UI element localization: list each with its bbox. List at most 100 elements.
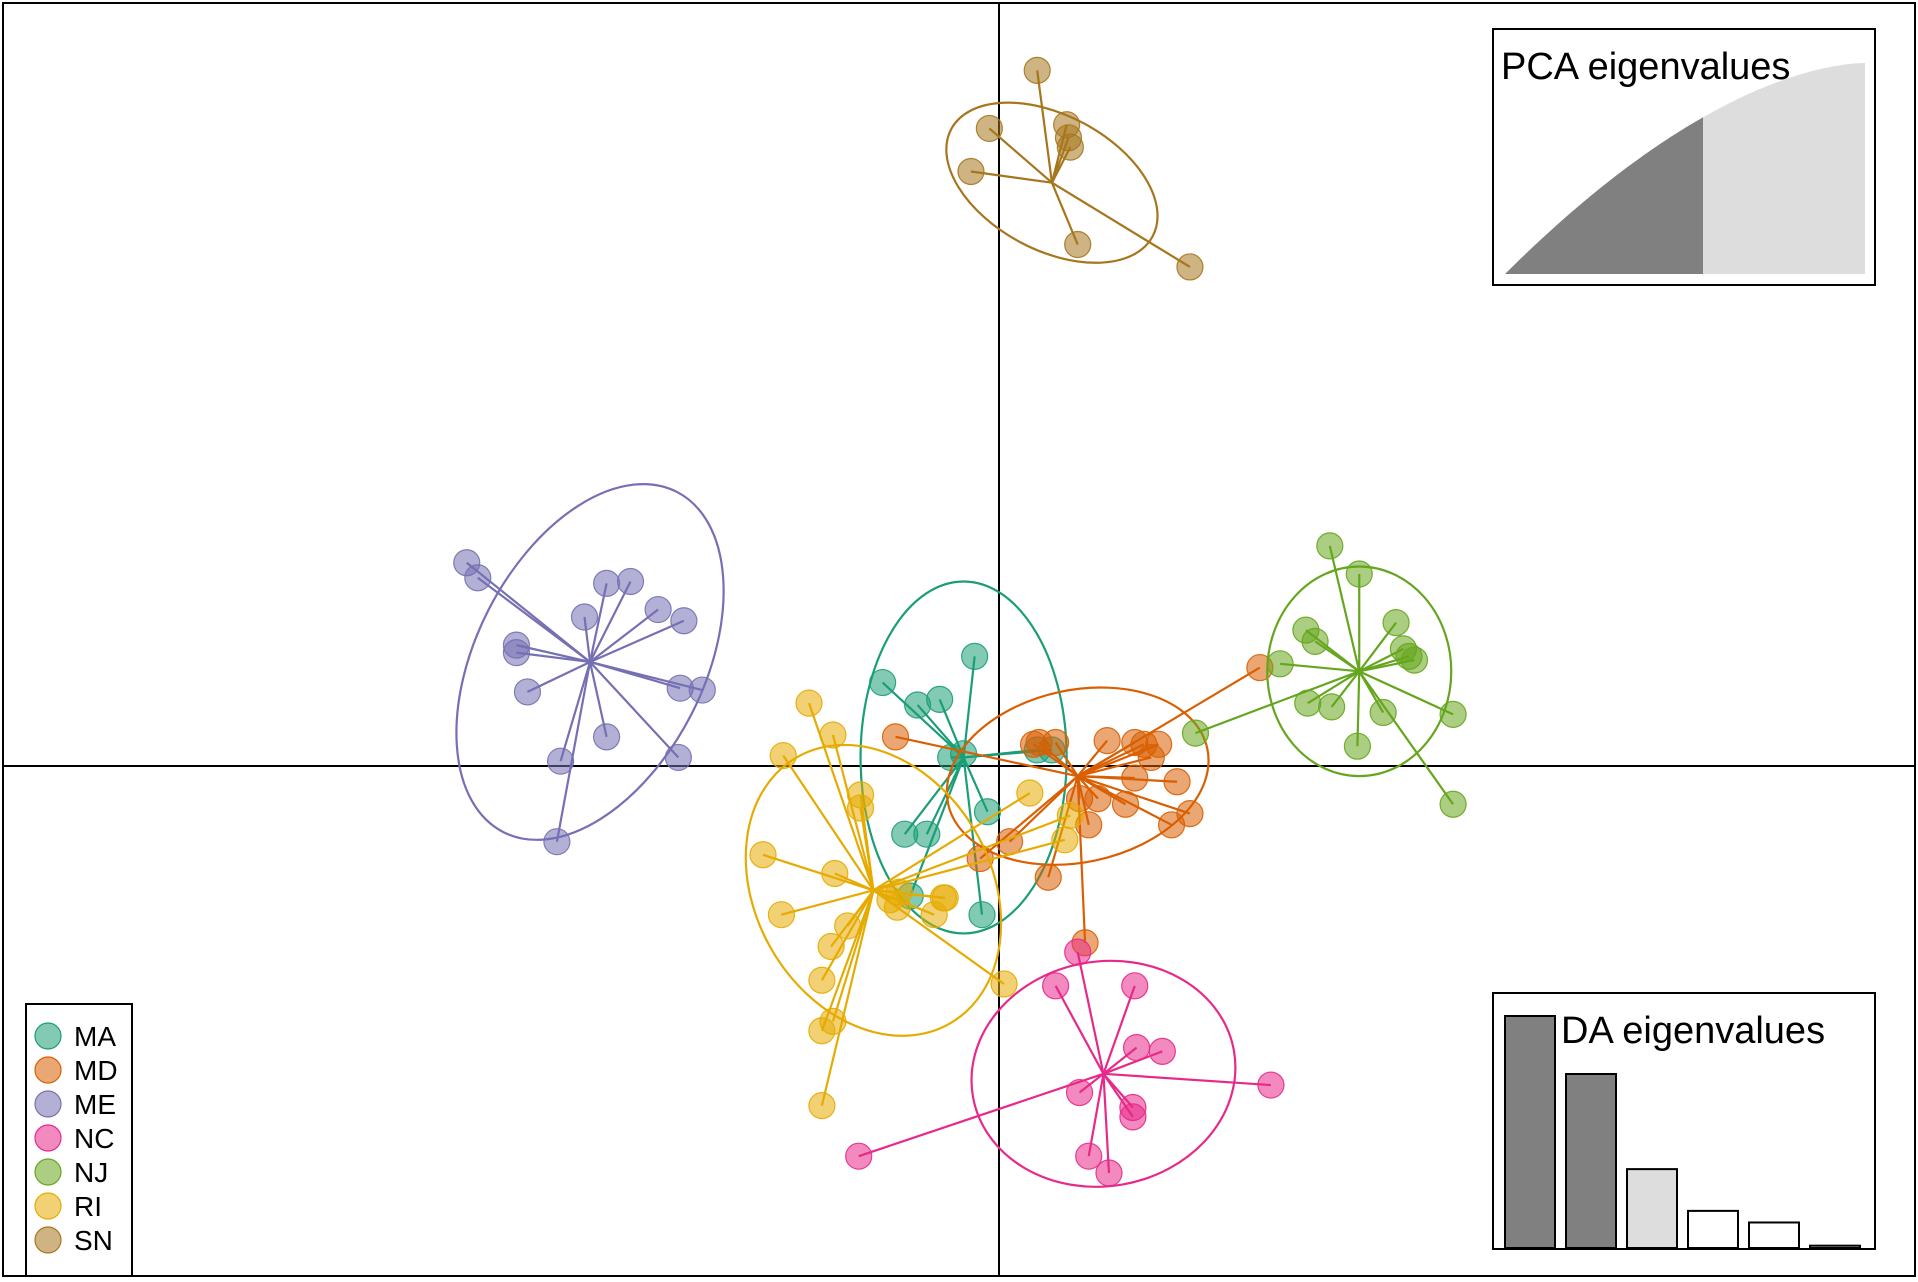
data-point: [846, 794, 875, 822]
data-point: [1345, 560, 1373, 588]
data-point: [1439, 700, 1467, 728]
data-point: [769, 741, 797, 770]
data-point: [990, 970, 1018, 998]
data-point: [808, 1092, 836, 1120]
centroid-link: [1076, 951, 1105, 1075]
centroid-link: [1036, 70, 1054, 183]
data-point: [1056, 133, 1084, 161]
data-point: [1095, 1159, 1123, 1187]
data-point: [1266, 650, 1294, 678]
da-eigenvalue-bar: [1504, 1015, 1556, 1249]
data-point: [1119, 1103, 1147, 1131]
data-point: [819, 721, 847, 749]
data-point: [1316, 532, 1344, 560]
data-point: [1075, 1142, 1103, 1170]
centroid-link: [1102, 985, 1136, 1075]
data-point: [795, 689, 823, 717]
legend-label-nj: NJ: [74, 1157, 108, 1188]
legend-swatch-sn: [34, 1226, 62, 1254]
centroid-link: [1358, 670, 1454, 716]
data-point: [1294, 689, 1322, 717]
legend-label-sn: SN: [74, 1225, 113, 1256]
centroid-link: [925, 756, 965, 835]
legend-swatch-ri: [34, 1192, 62, 1220]
data-point: [1181, 719, 1210, 747]
data-point: [1176, 253, 1204, 281]
da-bars: [1504, 1015, 1861, 1250]
data-point: [1065, 1078, 1094, 1107]
legend-swatch-me: [34, 1090, 62, 1118]
data-point: [513, 678, 542, 706]
centroid-link: [1051, 181, 1191, 268]
data-point: [1439, 790, 1467, 818]
data-point: [834, 912, 862, 940]
data-point: [767, 901, 796, 929]
data-point: [670, 607, 698, 635]
centroid-link: [782, 754, 875, 891]
data-point: [1122, 1034, 1151, 1062]
data-point: [570, 603, 599, 631]
data-point: [592, 569, 621, 597]
pca-area-retained: [1505, 117, 1703, 274]
centroid-link: [1054, 985, 1105, 1075]
data-point: [1157, 811, 1186, 839]
data-point: [1016, 779, 1044, 807]
centroid-link: [1102, 1073, 1111, 1174]
data-point: [957, 157, 985, 186]
legend-swatch-ma: [34, 1022, 62, 1050]
centroid-link: [831, 890, 875, 1022]
data-point: [1369, 698, 1397, 727]
legend-label-nc: NC: [74, 1123, 114, 1154]
data-point: [1318, 693, 1346, 721]
centroid-link: [1087, 1073, 1105, 1157]
legend-label-me: ME: [74, 1089, 116, 1120]
data-point: [1064, 230, 1092, 259]
data-point: [1023, 56, 1051, 84]
da-eigenvalue-bar: [1748, 1221, 1800, 1249]
legend-label-ri: RI: [74, 1191, 102, 1222]
centroid-link: [970, 170, 1053, 184]
centroid-link: [858, 1072, 1104, 1158]
data-point: [464, 564, 492, 592]
da-eigenvalue-bar: [1687, 1209, 1739, 1250]
group-me: [453, 483, 725, 856]
data-point: [664, 743, 692, 772]
data-point: [1034, 863, 1062, 891]
pca-area-other: [1703, 63, 1865, 274]
data-point: [1257, 1071, 1285, 1099]
legend-label-ma: MA: [74, 1021, 116, 1052]
centroid-link: [962, 757, 984, 915]
data-point: [1137, 743, 1165, 772]
da-eigenvalue-bar: [1626, 1168, 1678, 1249]
data-point: [1121, 764, 1149, 792]
data-point: [973, 798, 1002, 826]
centroid-link: [1328, 545, 1361, 672]
data-point: [1056, 801, 1084, 830]
data-point: [1111, 790, 1140, 818]
centroid-link: [762, 853, 874, 892]
data-point: [1042, 972, 1070, 1000]
centroid-link: [873, 814, 1071, 892]
data-point: [616, 567, 645, 596]
centroid-link: [820, 890, 875, 1106]
inertia-ellipse: [945, 686, 1210, 866]
data-point: [968, 901, 996, 929]
data-point: [1051, 826, 1079, 854]
legend-swatch-md: [34, 1056, 62, 1084]
pca-inset-title: PCA eigenvalues: [1501, 46, 1790, 88]
centroid-link: [1195, 670, 1360, 735]
groups-layer: [453, 56, 1467, 1188]
data-point: [920, 901, 948, 929]
legend-label-md: MD: [74, 1055, 118, 1086]
data-point: [543, 828, 571, 856]
data-point: [961, 642, 989, 670]
data-point: [688, 676, 716, 704]
data-point: [1163, 768, 1191, 796]
data-point: [546, 747, 575, 775]
da-eigenvalue-bar: [1565, 1073, 1617, 1249]
inertia-ellipse: [455, 483, 725, 841]
data-point: [808, 966, 836, 994]
